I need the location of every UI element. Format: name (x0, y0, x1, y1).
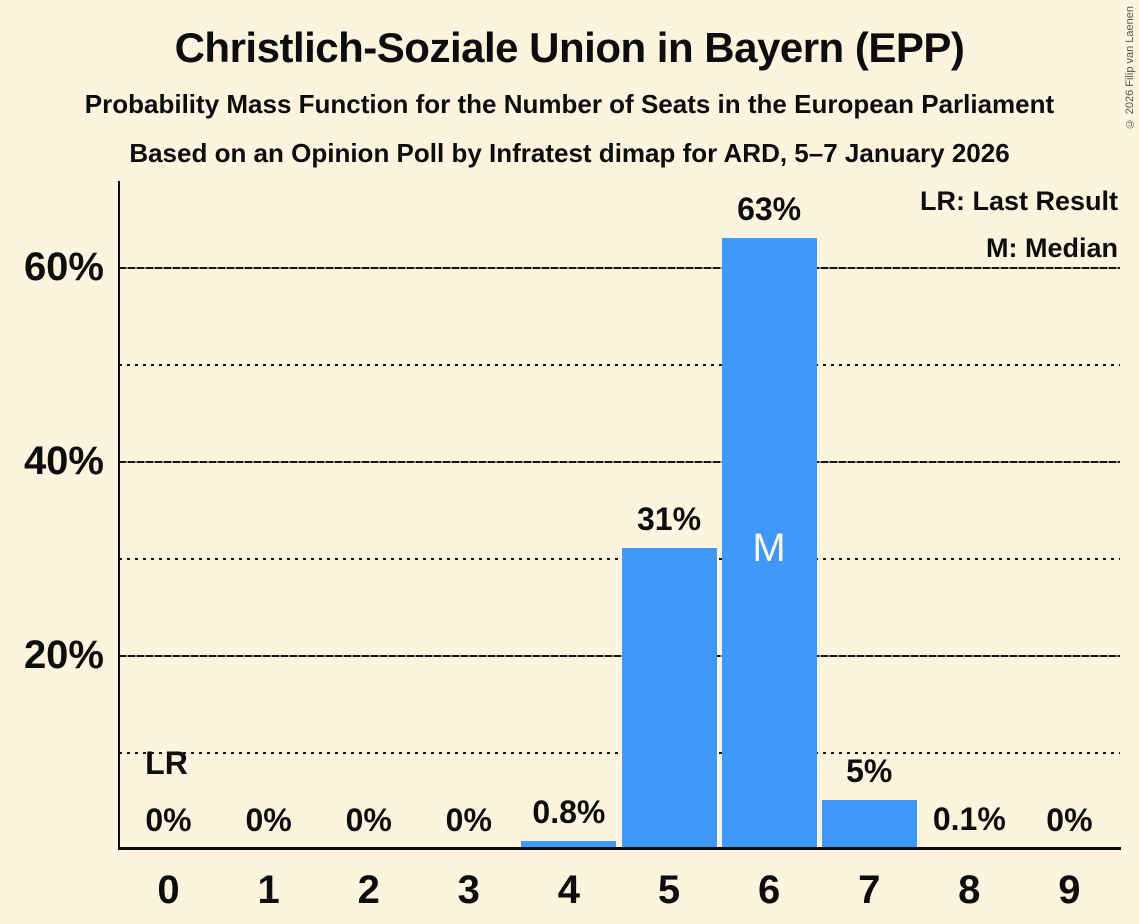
bar-seat-5 (621, 548, 717, 849)
x-tick-label: 2 (357, 868, 380, 912)
gridline-solid-40pct (119, 461, 1120, 463)
last-result-annotation: LR (145, 745, 188, 781)
gridline-dotted-50pct (119, 364, 1120, 366)
x-tick-label: 7 (858, 868, 881, 912)
bar-value-label: 0.1% (932, 801, 1006, 837)
chart-title: Christlich-Soziale Union in Bayern (EPP) (174, 24, 965, 71)
bar-seat-4 (521, 841, 617, 849)
bar-value-label: 0% (245, 802, 292, 838)
gridline-dotted-10pct (119, 752, 1120, 754)
bar-value-label: 0.8% (532, 794, 606, 830)
x-tick-label: 8 (958, 868, 981, 912)
x-tick-label: 3 (457, 868, 480, 912)
bar-value-label: 0% (345, 802, 392, 838)
y-axis-line (118, 181, 120, 849)
bar-seat-6 (721, 238, 817, 849)
y-tick-label: 60% (23, 245, 104, 289)
x-tick-label: 6 (757, 868, 781, 912)
legend-median: M: Median (986, 233, 1118, 263)
gridline-solid-60pct (119, 267, 1120, 269)
median-annotation: M (752, 526, 786, 570)
x-axis-line (118, 847, 1121, 850)
x-tick-label: 5 (657, 868, 681, 912)
x-tick-label: 4 (557, 868, 581, 912)
bar-value-label: 0% (445, 802, 492, 838)
x-tick-label: 0 (157, 868, 180, 912)
bar-seat-7 (821, 800, 917, 849)
x-tick-label: 1 (257, 868, 280, 912)
legend-last-result: LR: Last Result (919, 186, 1118, 216)
bar-value-label: 0% (145, 802, 192, 838)
bar-value-label: 31% (636, 501, 702, 537)
bar-value-label: 0% (1046, 802, 1093, 838)
gridline-solid-20pct (119, 655, 1120, 657)
y-tick-label: 20% (23, 633, 104, 677)
bar-value-label: 63% (737, 191, 802, 227)
x-tick-label: 9 (1058, 868, 1081, 912)
chart-source-line: Based on an Opinion Poll by Infratest di… (129, 138, 1010, 168)
y-tick-label: 40% (23, 439, 104, 483)
gridline-dotted-30pct (119, 558, 1120, 560)
bar-value-label: 5% (846, 753, 893, 789)
chart-subtitle: Probability Mass Function for the Number… (84, 89, 1055, 119)
